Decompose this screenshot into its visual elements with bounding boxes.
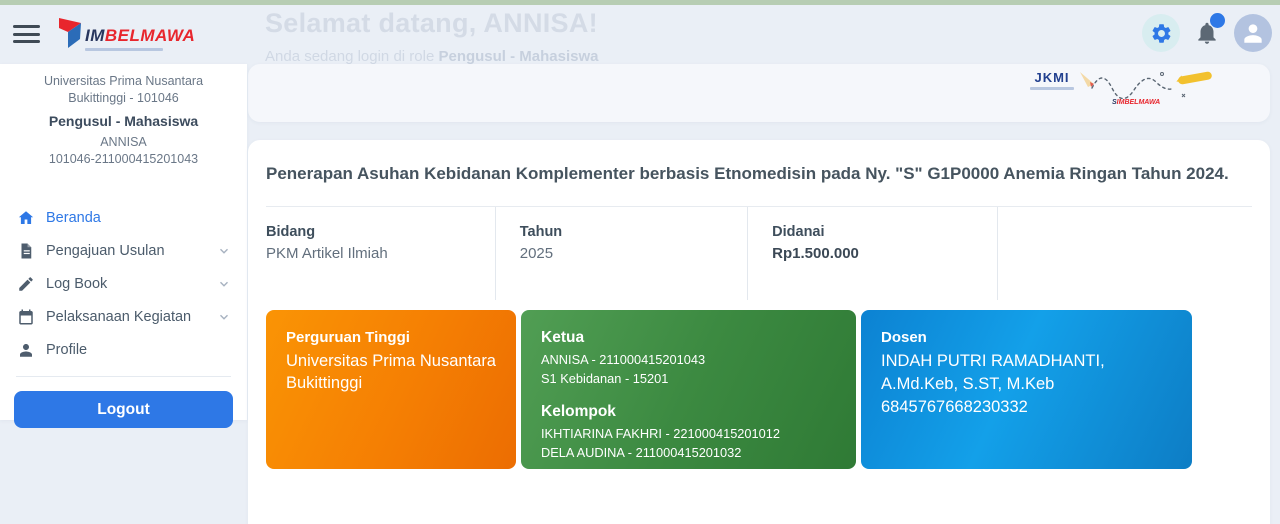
sidebar-item-label: Beranda — [46, 209, 101, 226]
sidebar-item-pengajuan-usulan[interactable]: Pengajuan Usulan — [0, 234, 247, 267]
user-info-block: Universitas Prima Nusantara Bukittinggi … — [0, 64, 247, 167]
welcome-subtitle-role: Pengusul - Mahasiswa — [438, 48, 599, 65]
proposal-info-row: Bidang PKM Artikel Ilmiah Tahun 2025 Did… — [266, 207, 1252, 301]
card-line: DELA AUDINA - 211000415201032 — [541, 444, 742, 460]
bell-icon — [1198, 22, 1216, 44]
user-role: Pengusul - Mahasiswa — [48, 112, 199, 129]
sidebar-item-log-book[interactable]: Log Book — [0, 267, 247, 300]
card-line: IKHTIARINA FAKHRI - 221000415201012 — [541, 425, 781, 441]
sidebar-toggle-button[interactable] — [13, 25, 40, 43]
sidebar-item-pelaksanaan-kegiatan[interactable]: Pelaksanaan Kegiatan — [0, 300, 247, 333]
banner-illustration: JKMI SIMBELMAWA — [1030, 66, 1218, 120]
jkmi-logo: JKMI — [1030, 70, 1074, 90]
university-code: Bukittinggi - 101046 — [68, 90, 179, 105]
logout-button[interactable]: Logout — [14, 391, 233, 429]
welcome-title: Selamat datang, ANNISA! — [265, 8, 598, 38]
pencil-squiggle-illustration — [1080, 71, 1212, 100]
sidebar-item-label: Pengajuan Usulan — [46, 242, 165, 259]
settings-button[interactable] — [1142, 14, 1180, 52]
card-line: ANNISA - 211000415201043 — [541, 352, 706, 368]
card-value-name: INDAH PUTRI RAMADHANTI, A.Md.Keb, S.ST, … — [881, 352, 1105, 394]
info-col-empty — [996, 207, 1252, 301]
stat-cards-row: Perguruan Tinggi Universitas Prima Nusan… — [266, 310, 1252, 470]
document-icon — [21, 243, 32, 259]
card-label: Ketua — [541, 329, 585, 347]
chevron-down-icon — [220, 281, 228, 287]
chevron-down-icon — [220, 248, 228, 254]
person-icon — [20, 343, 32, 357]
sidebar: Universitas Prima Nusantara Bukittinggi … — [0, 64, 247, 429]
pencil-icon — [19, 277, 33, 291]
content-card: Penerapan Asuhan Kebidanan Komplementer … — [248, 140, 1270, 524]
jkmi-tagline — [1030, 87, 1074, 90]
sidebar-item-label: Log Book — [46, 275, 108, 292]
university-name: Universitas Prima Nusantara — [43, 74, 204, 88]
sidebar-item-label: Pelaksanaan Kegiatan — [46, 308, 192, 325]
sidebar-item-label: Profile — [46, 341, 88, 358]
info-col-tahun: Tahun 2025 — [494, 207, 747, 301]
home-icon — [18, 211, 34, 224]
welcome-banner: Selamat datang, ANNISA! Anda sedang logi… — [265, 8, 1095, 65]
mini-simbelmawa-logo: SIMBELMAWA — [1112, 99, 1161, 106]
user-id: 101046-211000415201043 — [48, 151, 199, 166]
card-label: Perguruan Tinggi — [286, 329, 410, 347]
sidebar-nav: Beranda Pengajuan Usulan Log Book Pelaks… — [0, 201, 247, 366]
card-label: Dosen — [881, 329, 927, 347]
info-label: Tahun — [519, 224, 563, 241]
header-banner-card: JKMI SIMBELMAWA — [248, 64, 1270, 122]
info-label: Didanai — [772, 224, 825, 241]
top-accent-strip — [0, 0, 1280, 5]
sidebar-item-beranda[interactable]: Beranda — [0, 201, 247, 234]
info-value: 2025 — [519, 245, 554, 263]
card-ketua-kelompok: Ketua ANNISA - 211000415201043 S1 Kebida… — [521, 310, 856, 470]
user-name: ANNISA — [100, 134, 147, 149]
title-divider — [266, 206, 1252, 208]
notifications-button[interactable] — [1188, 13, 1226, 52]
brand-tagline — [85, 48, 163, 51]
welcome-subtitle: Anda sedang login di role Pengusul - Mah… — [265, 48, 599, 65]
card-value-id: 6845767668230332 — [881, 398, 1028, 417]
topbar-actions — [1142, 13, 1272, 52]
info-col-didanai: Didanai Rp1.500.000 — [747, 207, 996, 301]
notification-badge — [1210, 13, 1225, 28]
card-dosen: Dosen INDAH PUTRI RAMADHANTI, A.Md.Keb, … — [861, 310, 1192, 470]
sidebar-divider — [16, 376, 231, 378]
card-value: Universitas Prima Nusantara Bukittinggi — [286, 352, 496, 393]
info-value: Rp1.500.000 — [772, 245, 859, 263]
avatar-person-icon — [1244, 24, 1262, 43]
brand-mark-icon — [59, 18, 81, 48]
sidebar-item-profile[interactable]: Profile — [0, 333, 247, 366]
brand-logo[interactable]: IMBELMAWA — [57, 17, 195, 53]
chevron-down-icon — [220, 314, 228, 320]
info-value: PKM Artikel Ilmiah — [266, 245, 388, 263]
info-label: Bidang — [266, 224, 316, 241]
brand-name: IMBELMAWA — [85, 26, 195, 51]
card-line: S1 Kebidanan - 15201 — [541, 371, 669, 387]
card-group-label: Kelompok — [541, 402, 616, 420]
hamburger-icon — [13, 25, 40, 28]
calendar-icon — [19, 309, 33, 325]
card-perguruan-tinggi: Perguruan Tinggi Universitas Prima Nusan… — [266, 310, 516, 470]
info-col-bidang: Bidang PKM Artikel Ilmiah — [266, 207, 495, 300]
profile-avatar-button[interactable] — [1234, 14, 1272, 52]
gear-icon — [1152, 23, 1170, 43]
proposal-title: Penerapan Asuhan Kebidanan Komplementer … — [266, 164, 1229, 183]
